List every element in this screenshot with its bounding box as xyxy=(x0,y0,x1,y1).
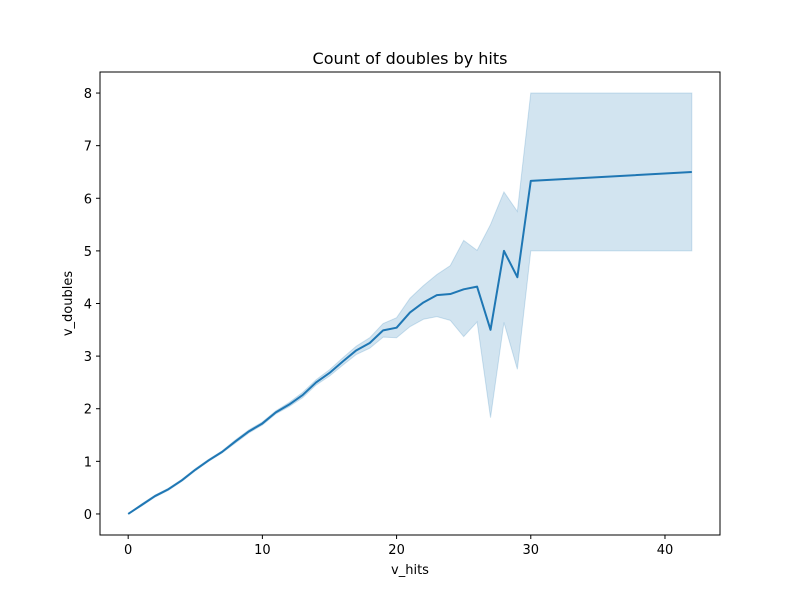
y-tick-label: 8 xyxy=(84,87,92,102)
y-tick-label: 6 xyxy=(84,192,92,207)
confidence-band xyxy=(127,92,693,515)
plot-area xyxy=(127,92,693,515)
x-tick-label: 0 xyxy=(124,543,132,558)
y-axis-label: v_doubles xyxy=(61,271,76,337)
x-tick-label: 30 xyxy=(523,543,540,558)
plot-frame xyxy=(99,71,721,536)
y-tick-label: 3 xyxy=(84,350,92,365)
x-tick-label: 10 xyxy=(254,543,271,558)
y-tick-label: 2 xyxy=(84,403,92,418)
y-tick-label: 0 xyxy=(84,508,92,523)
y-tick-label: 1 xyxy=(84,455,92,470)
y-axis-ticks: 0 1 2 3 4 5 6 7 8 xyxy=(84,87,100,523)
y-tick-label: 7 xyxy=(84,140,92,155)
x-tick-label: 20 xyxy=(388,543,405,558)
x-axis-label: v_hits xyxy=(391,563,429,578)
chart-title: Count of doubles by hits xyxy=(313,49,508,68)
series-line xyxy=(127,170,692,515)
x-tick-label: 40 xyxy=(657,543,674,558)
x-axis-ticks: 0 10 20 30 40 xyxy=(124,535,673,558)
y-tick-label: 4 xyxy=(84,298,92,313)
y-tick-label: 5 xyxy=(84,245,92,260)
